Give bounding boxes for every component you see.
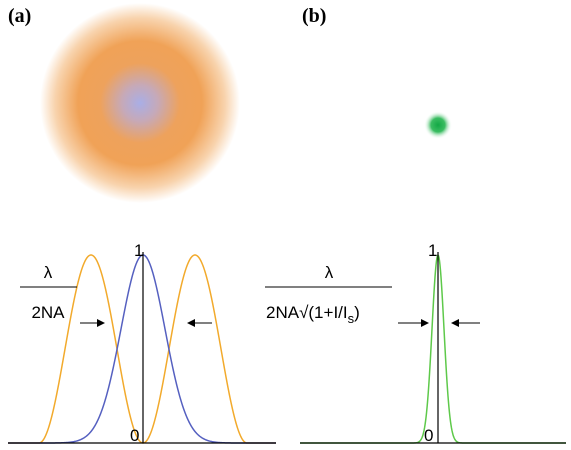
panel-label: (b)	[302, 5, 326, 27]
numerator: λ	[44, 263, 53, 282]
sted-profile	[300, 253, 566, 444]
profiles	[8, 253, 566, 444]
sted-spot	[424, 111, 452, 139]
confocal-profile	[8, 254, 276, 444]
donut-profile	[8, 254, 276, 444]
denominator-main: 2NA√(1+I/I	[266, 303, 348, 322]
denominator-end: )	[354, 303, 360, 322]
axis-max: 1	[428, 241, 437, 260]
panel-label: (a)	[8, 5, 31, 27]
denominator: 2NA	[31, 303, 65, 322]
denominator-sub: s	[348, 311, 355, 326]
axis-max: 1	[134, 241, 143, 260]
numerator: λ	[325, 263, 334, 282]
axis-min: 0	[424, 426, 433, 445]
axis-min: 0	[130, 426, 139, 445]
donut-psf	[40, 3, 240, 203]
denominator: 2NA√(1+I/Is)	[266, 303, 360, 326]
